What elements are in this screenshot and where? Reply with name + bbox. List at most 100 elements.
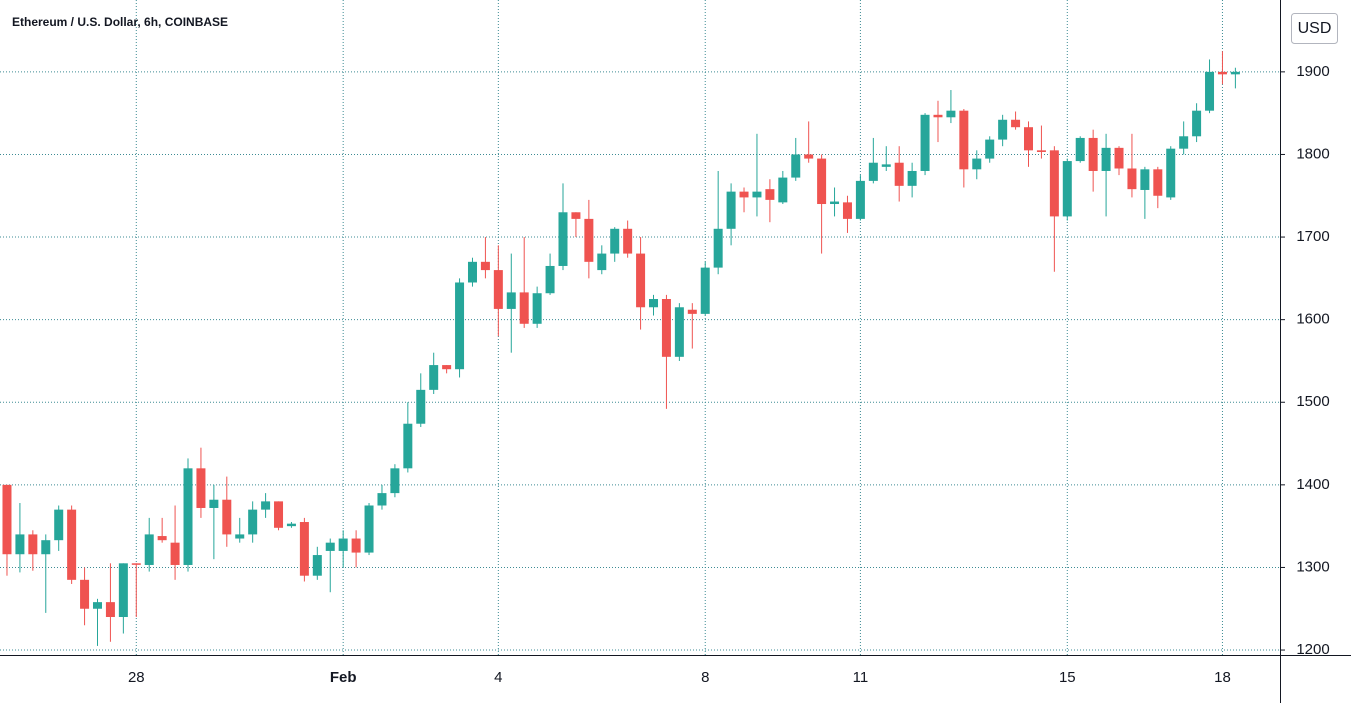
candle-body	[868, 162, 878, 181]
candle-body	[118, 563, 128, 618]
x-tick-label: 4	[494, 669, 502, 686]
candle-body	[726, 191, 736, 229]
candle-body	[584, 218, 594, 262]
candle-body	[571, 212, 581, 219]
candle-body	[985, 139, 995, 159]
candle-body	[700, 267, 710, 314]
candle-body	[597, 253, 607, 271]
candle-body	[390, 468, 400, 494]
candle-body	[519, 292, 529, 324]
candle-body	[1230, 71, 1240, 75]
candle-body	[377, 493, 387, 506]
x-tick-label: 18	[1214, 669, 1231, 686]
candle-body	[972, 158, 982, 170]
candle-body	[661, 299, 671, 357]
candle-body	[778, 177, 788, 203]
candle-body	[364, 505, 374, 553]
candle-body	[855, 180, 865, 219]
candle-body	[998, 119, 1008, 140]
y-tick-label: 1600	[1296, 311, 1329, 328]
x-tick-label: 28	[128, 669, 145, 686]
candle-body	[920, 114, 930, 171]
candle-body	[959, 110, 969, 170]
y-tick-label: 1400	[1296, 476, 1329, 493]
candle-body	[506, 292, 516, 309]
candle-body	[261, 501, 271, 510]
candle-body	[933, 114, 943, 118]
candle-body	[1192, 110, 1202, 137]
candle-body	[131, 563, 141, 565]
candle-body	[493, 270, 503, 309]
candle-body	[67, 509, 77, 580]
currency-button[interactable]	[1291, 13, 1338, 44]
candle-body	[649, 299, 659, 308]
candle-body	[752, 191, 762, 198]
currency-label: USD	[1298, 20, 1332, 37]
y-tick-label: 1800	[1296, 145, 1329, 162]
candle-body	[105, 602, 115, 618]
candle-body	[713, 228, 723, 268]
candle-body	[183, 468, 193, 565]
candle-body	[41, 540, 51, 555]
candles	[2, 51, 1240, 646]
candle-body	[894, 162, 904, 186]
candle-body	[1023, 127, 1033, 151]
x-tick-label: 11	[853, 669, 869, 686]
candle-body	[1062, 161, 1072, 217]
candle-body	[739, 191, 749, 198]
candle-body	[1166, 148, 1176, 198]
x-tick-label: Feb	[330, 669, 357, 686]
candle-body	[1036, 150, 1046, 152]
candle-body	[545, 265, 555, 294]
candle-body	[881, 164, 891, 167]
y-tick-label: 1200	[1296, 641, 1329, 658]
candle-body	[235, 534, 245, 539]
candle-body	[144, 534, 154, 565]
candle-body	[338, 538, 348, 551]
candle-body	[1127, 168, 1137, 190]
y-tick-label: 1300	[1296, 558, 1329, 575]
candle-body	[351, 538, 361, 553]
candle-body	[416, 389, 426, 424]
x-tick-label: 8	[701, 669, 709, 686]
candle-body	[804, 154, 814, 159]
y-tick-label: 1700	[1296, 228, 1329, 245]
candle-body	[480, 261, 490, 271]
candle-body	[817, 158, 827, 205]
candle-body	[610, 228, 620, 254]
candle-body	[274, 501, 284, 528]
candle-body	[532, 293, 542, 324]
candle-body	[80, 579, 90, 609]
candle-body	[170, 542, 180, 565]
candle-body	[467, 261, 477, 283]
candle-body	[1114, 147, 1124, 169]
chart-title: Ethereum / U.S. Dollar, 6h, COINBASE	[12, 15, 228, 29]
candle-body	[1205, 71, 1215, 111]
candle-body	[946, 110, 956, 118]
candle-body	[765, 189, 775, 200]
candle-body	[28, 534, 38, 555]
candle-body	[674, 307, 684, 357]
y-tick-label: 1500	[1296, 393, 1329, 410]
candle-body	[830, 201, 840, 205]
candle-body	[1140, 169, 1150, 190]
grid	[0, 0, 1280, 655]
candle-body	[403, 423, 413, 469]
candle-body	[1179, 136, 1189, 149]
candle-body	[1217, 71, 1227, 75]
candle-body	[1011, 119, 1021, 128]
candle-body	[1088, 137, 1098, 171]
y-tick-label: 1900	[1296, 63, 1329, 80]
candle-body	[299, 522, 309, 576]
candle-body	[1153, 169, 1163, 196]
candle-body	[455, 282, 465, 370]
candle-body	[325, 542, 335, 551]
candle-body	[687, 309, 697, 314]
candle-body	[791, 154, 801, 178]
candle-body	[157, 536, 167, 541]
candle-body	[1049, 150, 1059, 217]
candle-body	[54, 509, 64, 541]
candle-body	[286, 523, 296, 527]
candle-body	[248, 509, 258, 535]
